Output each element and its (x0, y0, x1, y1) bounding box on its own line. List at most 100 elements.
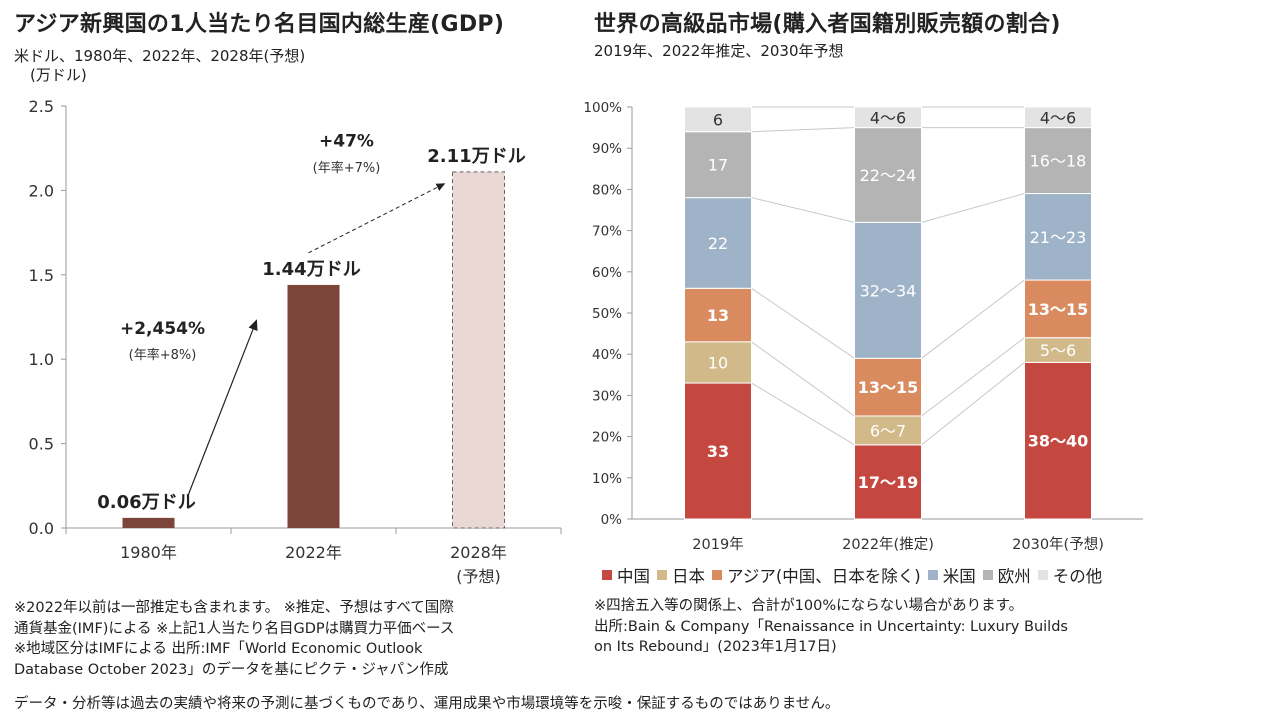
legend-label: その他 (1052, 567, 1103, 586)
segment-label: 17 (708, 156, 728, 175)
x-category-label: 2030年(予想) (1012, 536, 1104, 553)
stack-segment (1024, 337, 1092, 363)
legend-swatch (1037, 570, 1048, 580)
x-category-label: 2028年 (450, 543, 507, 562)
legend-label: 中国 (617, 567, 650, 586)
stack-segment (1024, 127, 1092, 195)
legend-label: 日本 (672, 567, 705, 586)
y-tick-label: 0.0 (29, 519, 54, 538)
connector-line (751, 127, 855, 133)
x-category-label: 2019年 (692, 536, 743, 553)
stack-segment (854, 415, 922, 446)
growth-label: +2,454% (120, 319, 205, 339)
segment-label: 13 (707, 306, 729, 325)
gdp-bar (287, 284, 340, 528)
legend-label: 米国 (942, 567, 976, 586)
connector-line (921, 279, 1025, 359)
x-category-label: (予想) (456, 567, 501, 586)
segment-label: 4〜6 (1040, 108, 1076, 127)
left-notes: ※2022年以前は一部推定も含まれます。 ※推定、予想はすべて国際 通貨基金(I… (14, 598, 454, 680)
x-category-label: 1980年 (120, 543, 177, 562)
right-chart-subtitle: 2019年、2022年推定、2030年予想 (594, 42, 844, 60)
right-note-line: on Its Rebound」(2023年1月17日) (594, 639, 837, 655)
segment-label: 17〜19 (858, 473, 919, 492)
stack-segment (1024, 361, 1092, 520)
y-tick-label: 10% (592, 471, 622, 487)
segment-label: 13〜15 (858, 378, 919, 397)
segment-label: 6 (713, 110, 723, 129)
value-label: 1.44万ドル (262, 259, 360, 280)
x-category-label: 2022年 (285, 543, 342, 562)
right-note-line: 出所:Bain & Company「Renaissance in Uncerta… (594, 618, 1068, 635)
stack-segment (684, 382, 752, 520)
legend-item: アジア(中国、日本を除く) (712, 563, 921, 587)
growth-arrow-dashed (308, 183, 446, 254)
segment-label: 21〜23 (1030, 228, 1087, 247)
left-note-line: 通貨基金(IMF)による ※上記1人当たり名目GDPは購買力平価ベース (14, 620, 455, 637)
connector-line (921, 337, 1025, 417)
connector-line (751, 287, 855, 359)
connector-line (921, 362, 1025, 446)
growth-arrow (187, 319, 258, 495)
stack-segment (684, 341, 752, 384)
segment-label: 13〜15 (1028, 300, 1089, 319)
legend-swatch (602, 570, 612, 580)
value-label: 0.06万ドル (97, 492, 195, 513)
segment-label: 22〜24 (860, 166, 917, 185)
legend-swatch (982, 570, 993, 580)
y-tick-label: 30% (592, 388, 622, 404)
y-tick-label: 0.5 (29, 435, 54, 454)
right-chart-title: 世界の高級品市場(購入者国籍別販売額の割合) (594, 12, 1061, 37)
segment-label: 6〜7 (870, 421, 906, 440)
connector-line (751, 341, 855, 417)
gdp-bar (122, 517, 175, 528)
segment-label: 10 (708, 353, 728, 372)
y-tick-label: 2.5 (29, 97, 54, 116)
legend-swatch (927, 570, 938, 580)
connector-line (921, 193, 1025, 223)
y-tick-label: 80% (592, 182, 622, 198)
stack-segment (684, 106, 752, 133)
left-chart-title: アジア新興国の1人当たり名目国内総生産(GDP) (14, 12, 505, 37)
y-tick-label: 70% (592, 224, 622, 240)
left-note-line: ※地域区分はIMFによる 出所:IMF「World Economic Outlo… (14, 641, 423, 657)
segment-label: 38〜40 (1028, 432, 1089, 451)
stack-segment (1024, 193, 1092, 281)
legend-item: 米国 (927, 563, 976, 587)
left-note-line: ※2022年以前は一部推定も含まれます。 ※推定、予想はすべて国際 (14, 600, 454, 616)
legend-label: アジア(中国、日本を除く) (727, 567, 921, 586)
legend-item: その他 (1037, 563, 1103, 587)
segment-label: 5〜6 (1040, 341, 1076, 360)
y-tick-label: 1.5 (29, 266, 54, 285)
connector-line (751, 197, 855, 223)
growth-sublabel: (年率+7%) (313, 160, 381, 176)
stack-segment (854, 106, 922, 129)
chart-legend: 中国 日本 アジア(中国、日本を除く) 米国 欧州 その他 (602, 563, 1109, 587)
gdp-bar (452, 171, 505, 529)
x-category-label: 2022年(推定) (842, 536, 934, 553)
stack-segment (854, 444, 922, 520)
legend-item: 日本 (657, 563, 705, 587)
legend-swatch (712, 570, 722, 580)
stack-segment (854, 221, 922, 359)
luxury-stacked-bar-chart: 0% 10% 20% 30% 40% 50% 60% 70% 80% 90% 100% 33 17〜19… (583, 100, 1143, 553)
y-axis-unit: (万ドル) (30, 66, 87, 84)
y-tick-label: 40% (592, 347, 622, 363)
value-label: 2.11万ドル (427, 146, 525, 167)
segment-label: 33 (707, 442, 729, 461)
left-note-line: Database October 2023」のデータを基にピクテ・ジャパン作成 (14, 661, 449, 678)
right-note-line: ※四捨五入等の関係上、合計が100%にならない場合があります。 (594, 598, 1024, 614)
stack-segment (854, 357, 922, 417)
footer-disclaimer: データ・分析等は過去の実績や将来の予測に基づくものであり、運用成果や市場環境等を… (14, 696, 840, 712)
growth-label: +47% (319, 132, 374, 152)
growth-sublabel: (年率+8%) (129, 347, 197, 363)
legend-label: 欧州 (997, 567, 1031, 586)
y-tick-label: 0% (601, 512, 623, 528)
y-tick-label: 1.0 (29, 350, 54, 369)
legend-item: 中国 (602, 563, 650, 587)
segment-label: 4〜6 (870, 108, 906, 127)
y-tick-label: 2.0 (29, 181, 54, 200)
stack-segment (1024, 106, 1092, 129)
segment-label: 16〜18 (1030, 152, 1087, 171)
y-tick-label: 20% (592, 430, 622, 446)
